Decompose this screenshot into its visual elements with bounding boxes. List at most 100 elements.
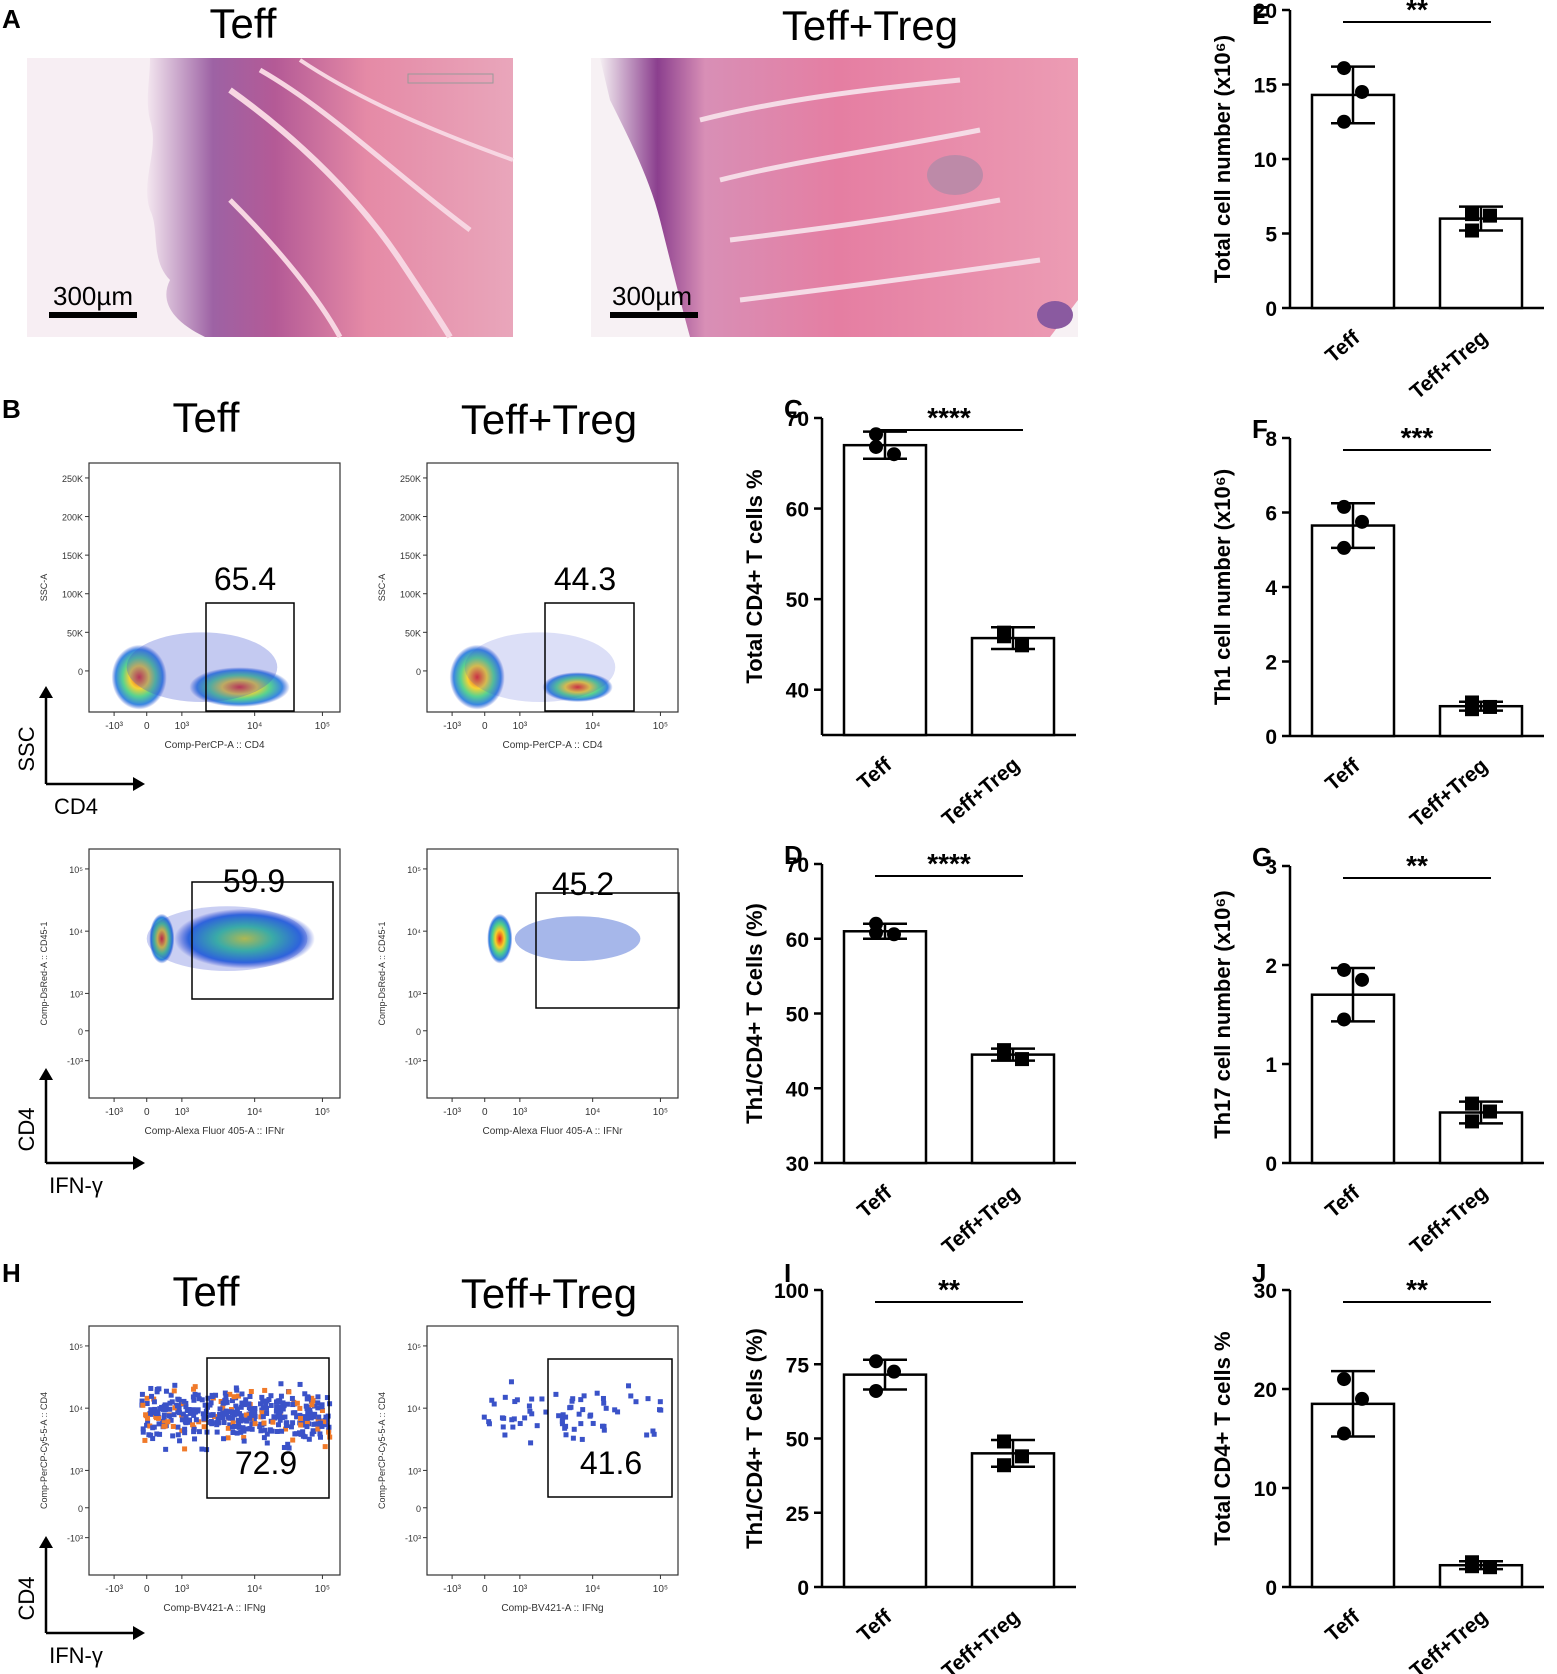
y-axis-label: Total CD4+ T cells %: [742, 469, 767, 683]
event-dot: [233, 1403, 239, 1409]
event-dot: [278, 1381, 284, 1387]
x-tick-label: 10⁴: [585, 721, 600, 732]
event-dot: [280, 1406, 286, 1412]
axis-arrow-y-label: CD4: [14, 1576, 39, 1620]
event-dot: [293, 1431, 299, 1437]
event-dot: [230, 1420, 236, 1426]
y-tick-label: 0: [1265, 726, 1277, 749]
event-dot: [563, 1414, 569, 1420]
event-dot: [559, 1421, 565, 1427]
y-tick-label: 100K: [62, 590, 83, 600]
event-dot: [297, 1412, 303, 1418]
event-dot: [528, 1440, 534, 1446]
event-dot: [298, 1422, 304, 1428]
x-parameter-label: Comp-BV421-A :: IFNg: [163, 1603, 265, 1614]
event-dot: [284, 1420, 290, 1426]
bar-teff-treg: [970, 1452, 1056, 1589]
axis-arrow-y-label: SSC: [14, 726, 39, 771]
event-dot: [192, 1384, 198, 1390]
event-dot: [174, 1403, 180, 1409]
event-dot: [266, 1397, 272, 1403]
gate-percentage: 59.9: [223, 863, 285, 899]
y-tick-label: 10³: [408, 1466, 421, 1476]
axes-arrow-b-bottom: CD4 IFN-γ: [14, 1068, 145, 1198]
y-tick-label: 2: [1265, 652, 1277, 675]
event-dot: [628, 1393, 634, 1399]
gate-percentage: 72.9: [235, 1445, 297, 1481]
event-dot: [182, 1430, 188, 1436]
event-dot: [205, 1395, 211, 1401]
x-tick-label: 10⁵: [653, 721, 668, 732]
event-dot: [147, 1423, 153, 1429]
bar-teff-treg: [970, 636, 1056, 737]
x-tick-label: 10⁴: [585, 1584, 600, 1595]
y-tick-label: 0: [1265, 1577, 1277, 1600]
event-dot: [139, 1398, 145, 1404]
event-dot: [149, 1393, 155, 1399]
event-dot: [234, 1387, 240, 1393]
y-tick-label: 50: [786, 589, 809, 612]
event-dot: [225, 1435, 231, 1441]
category-label: Teff: [853, 1181, 897, 1223]
event-dot: [258, 1421, 264, 1427]
event-dot: [177, 1438, 183, 1444]
event-dot: [196, 1396, 202, 1402]
y-tick-label: 40: [786, 1078, 809, 1101]
event-dot: [560, 1415, 566, 1421]
event-dot: [517, 1421, 523, 1427]
event-dot: [161, 1423, 167, 1429]
event-dot: [302, 1391, 308, 1397]
y-tick-label: 0: [416, 1504, 421, 1514]
panel-h: H Teff Teff+Treg: [2, 1258, 637, 1317]
x-tick-label: 10⁴: [247, 721, 262, 732]
bar-chart-e: E 0 5 10 15 20 Total cell number (x10⁶) Teff Tef…: [1210, 0, 1544, 404]
event-dot: [323, 1414, 329, 1420]
event-dot: [657, 1399, 663, 1405]
event-dot: [306, 1436, 312, 1442]
x-tick-label: 10⁵: [315, 1584, 330, 1595]
event-dot: [182, 1418, 188, 1424]
event-dot: [286, 1389, 292, 1395]
y-tick-label: 15: [1254, 75, 1278, 98]
event-dot: [227, 1409, 233, 1415]
event-dot: [603, 1405, 609, 1411]
bar-chart-f: F 0 2 4 6 8 Th1 cell number (x10⁶) Teff Teff+Tre…: [1210, 414, 1544, 832]
event-dot: [481, 1414, 487, 1420]
event-dot: [236, 1393, 242, 1399]
event-dot: [590, 1420, 596, 1426]
event-dot: [258, 1428, 264, 1434]
data-point: [1465, 1559, 1479, 1574]
panel-letter-c: C: [784, 394, 803, 424]
event-dot: [297, 1415, 303, 1421]
event-dot: [175, 1432, 181, 1438]
event-dot: [145, 1415, 151, 1421]
y-tick-label: 50: [786, 1429, 809, 1452]
event-dot: [270, 1419, 276, 1425]
significance-label: ****: [927, 848, 971, 879]
flow-h-right: 10⁵ 10⁴ 10³ 0 -10³ -10³ 0 10³ 10⁴ 10⁵ Comp-BV421-A…: [377, 1325, 679, 1614]
histology-image-left: 300µm: [27, 58, 514, 339]
event-dot: [286, 1445, 292, 1451]
event-dot: [162, 1406, 168, 1412]
y-tick-label: 10⁵: [69, 1342, 83, 1352]
panel-a: A Teff Teff+Treg 300µm 300µm: [2, 0, 1078, 339]
y-parameter-label: SSC-A: [377, 574, 387, 602]
event-dot: [190, 1407, 196, 1413]
event-dot: [239, 1391, 245, 1397]
event-dot: [144, 1401, 150, 1407]
event-dot: [148, 1407, 154, 1413]
population-negative: [449, 644, 505, 710]
gate: [547, 1358, 673, 1498]
y-tick-label: 6: [1265, 503, 1277, 526]
axes-arrow-b-top: SSC CD4: [14, 686, 145, 819]
event-dot: [491, 1401, 497, 1407]
event-dot: [238, 1404, 244, 1410]
event-dot: [187, 1410, 193, 1416]
arrow-head-right: [133, 1156, 145, 1170]
x-parameter-label: Comp-Alexa Fluor 405-A :: IFNr: [144, 1126, 285, 1137]
event-dot: [156, 1415, 162, 1421]
y-tick-label: 0: [78, 1027, 83, 1037]
event-dot: [568, 1404, 574, 1410]
event-dot: [225, 1425, 231, 1431]
